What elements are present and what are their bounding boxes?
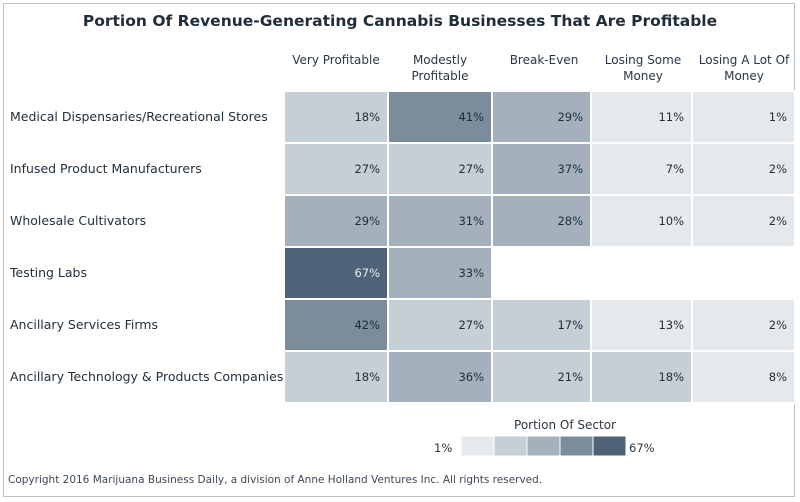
heatmap-cell [691, 298, 796, 352]
row-label-medical-dispensaries: Medical Dispensaries/Recreational Stores [10, 109, 268, 124]
heatmap-cell [283, 298, 389, 352]
heatmap-cell [491, 298, 592, 352]
heatmap-cell-value: 33% [458, 266, 484, 280]
heatmap-cell [283, 350, 389, 404]
heatmap-cell-value: 27% [458, 162, 484, 176]
heatmap-cell-value: 36% [458, 370, 484, 384]
row-label-ancillary-technology: Ancillary Technology & Products Companie… [10, 369, 284, 384]
heatmap-cell-value: 29% [354, 214, 380, 228]
legend-min-label: 1% [434, 441, 453, 455]
heatmap-cell-value: 13% [658, 318, 684, 332]
heatmap-cell [691, 350, 796, 404]
heatmap-cell-value: 37% [557, 162, 583, 176]
column-header-losing-a-lot-of-money: Losing A Lot Of Money [698, 53, 790, 83]
heatmap-cell [590, 298, 693, 352]
heatmap-cell [283, 194, 389, 248]
heatmap-cell [691, 246, 796, 300]
heatmap-cell-value: 2% [769, 214, 787, 228]
heatmap-cell [491, 194, 592, 248]
heatmap-cell-value: 31% [458, 214, 484, 228]
heatmap-cell-value: 41% [458, 110, 484, 124]
heatmap-cell-value: 18% [354, 110, 380, 124]
heatmap-cell [590, 350, 693, 404]
heatmap-cell-value: 67% [354, 266, 380, 280]
heatmap-cell-value: 21% [557, 370, 583, 384]
heatmap-cell [387, 142, 493, 196]
heatmap-cell [387, 246, 493, 300]
heatmap-cell-value: 27% [458, 318, 484, 332]
legend-title: Portion Of Sector [514, 418, 616, 432]
heatmap-cell-value: 17% [557, 318, 583, 332]
heatmap-cell-value: 2% [769, 162, 787, 176]
heatmap-cell-value: 18% [658, 370, 684, 384]
legend-swatch [559, 435, 594, 457]
row-label-testing-labs: Testing Labs [10, 265, 87, 280]
heatmap-cell [691, 90, 796, 144]
legend-swatch [526, 435, 561, 457]
heatmap-cell [491, 246, 592, 300]
legend-max-label: 67% [629, 441, 655, 455]
column-header-very-profitable: Very Profitable [292, 53, 380, 67]
heatmap-cell [590, 246, 693, 300]
heatmap-cell-value: 7% [666, 162, 684, 176]
heatmap-cell [387, 194, 493, 248]
heatmap-cell-value: 42% [354, 318, 380, 332]
heatmap-cell-value: 18% [354, 370, 380, 384]
heatmap-cell [590, 142, 693, 196]
heatmap-cell-value: 11% [658, 110, 684, 124]
column-header-losing-some-money: Losing Some Money [604, 53, 682, 83]
legend-swatch [493, 435, 528, 457]
copyright-text: Copyright 2016 Marijuana Business Daily,… [8, 474, 543, 486]
heatmap-cell-value: 28% [557, 214, 583, 228]
heatmap-cell [691, 194, 796, 248]
heatmap-cell [491, 90, 592, 144]
row-label-ancillary-services-firms: Ancillary Services Firms [10, 317, 158, 332]
heatmap-cell-value: 1% [769, 110, 787, 124]
chart-title: Portion Of Revenue-Generating Cannabis B… [82, 12, 718, 30]
heatmap-cell [691, 142, 796, 196]
heatmap-cell-value: 10% [658, 214, 684, 228]
heatmap-cell-value: 2% [769, 318, 787, 332]
row-label-wholesale-cultivators: Wholesale Cultivators [10, 213, 147, 228]
column-header-modestly-profitable: Modestly Profitable [411, 53, 469, 83]
heatmap-cell-value: 29% [557, 110, 583, 124]
row-label-infused-product-manufacturers: Infused Product Manufacturers [10, 161, 202, 176]
legend-swatch [592, 435, 627, 457]
heatmap-cell-value: 27% [354, 162, 380, 176]
column-header-break-even: Break-Even [509, 53, 579, 67]
legend-swatch [460, 435, 495, 457]
heatmap-cell-value: 8% [769, 370, 787, 384]
heatmap-cell [590, 194, 693, 248]
